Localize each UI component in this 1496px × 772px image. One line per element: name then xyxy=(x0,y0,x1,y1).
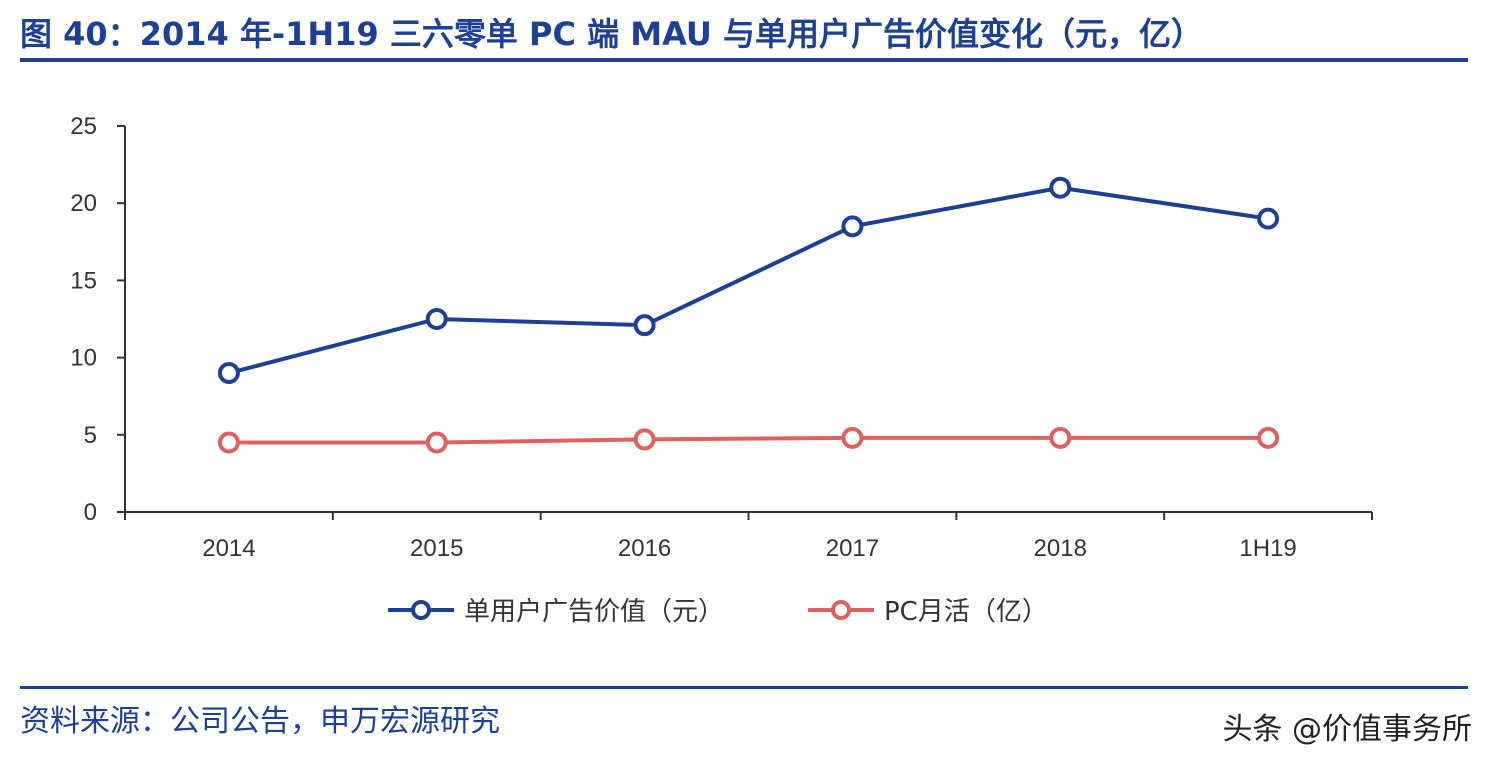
y-tick-label: 5 xyxy=(84,422,97,449)
line-chart: 0 5 10 15 20 25 2014 2015 2016 2017 2018 1H19 单用户广告… xyxy=(70,113,1373,627)
legend-marker-2 xyxy=(831,600,851,620)
series-1-point xyxy=(841,215,864,238)
legend-label-2: PC月活（亿） xyxy=(884,597,1048,627)
series-line-2 xyxy=(228,435,1269,445)
series-2-point xyxy=(633,428,656,451)
y-tick-label: 15 xyxy=(70,267,97,294)
series-1-point xyxy=(425,308,448,330)
x-tick-label: 2014 xyxy=(202,535,255,562)
x-tick-label: 1H19 xyxy=(1239,535,1296,562)
chart-series xyxy=(217,176,1280,454)
y-tick-label: 20 xyxy=(70,190,97,217)
page-title: 图 40：2014 年-1H19 三六零单 PC 端 MAU 与单用户广告价值变… xyxy=(20,15,1203,53)
series-1-point xyxy=(1049,176,1072,199)
footer-divider xyxy=(20,686,1468,689)
series-1-point xyxy=(1257,207,1280,230)
series-2-point xyxy=(425,431,448,454)
title-divider xyxy=(20,58,1468,62)
x-tick-label: 2016 xyxy=(618,535,671,562)
y-tick-label: 25 xyxy=(70,113,97,140)
chart-axes: 0 5 10 15 20 25 2014 2015 2016 2017 2018 1H19 xyxy=(70,113,1373,562)
series-line-1 xyxy=(228,185,1269,375)
series-2-point xyxy=(217,431,240,454)
chart-legend: 单用户广告价值（元） PC月活（亿） xyxy=(388,597,1048,627)
y-tick-label: 0 xyxy=(84,499,97,526)
series-1-point xyxy=(217,362,240,385)
series-2-point xyxy=(841,426,864,449)
series-2-point xyxy=(1257,426,1280,449)
x-tick-label: 2017 xyxy=(826,535,879,562)
legend-label-1: 单用户广告价值（元） xyxy=(464,597,724,627)
y-tick-label: 10 xyxy=(70,345,97,372)
x-tick-label: 2015 xyxy=(410,535,463,562)
x-tick-label: 2018 xyxy=(1034,535,1087,562)
series-2-point xyxy=(1049,426,1072,449)
series-1-point xyxy=(633,314,656,337)
legend-marker-1 xyxy=(411,600,431,620)
source-note: 资料来源：公司公告，申万宏源研究 xyxy=(20,704,500,739)
watermark: 头条 @价值事务所 xyxy=(1222,712,1472,747)
